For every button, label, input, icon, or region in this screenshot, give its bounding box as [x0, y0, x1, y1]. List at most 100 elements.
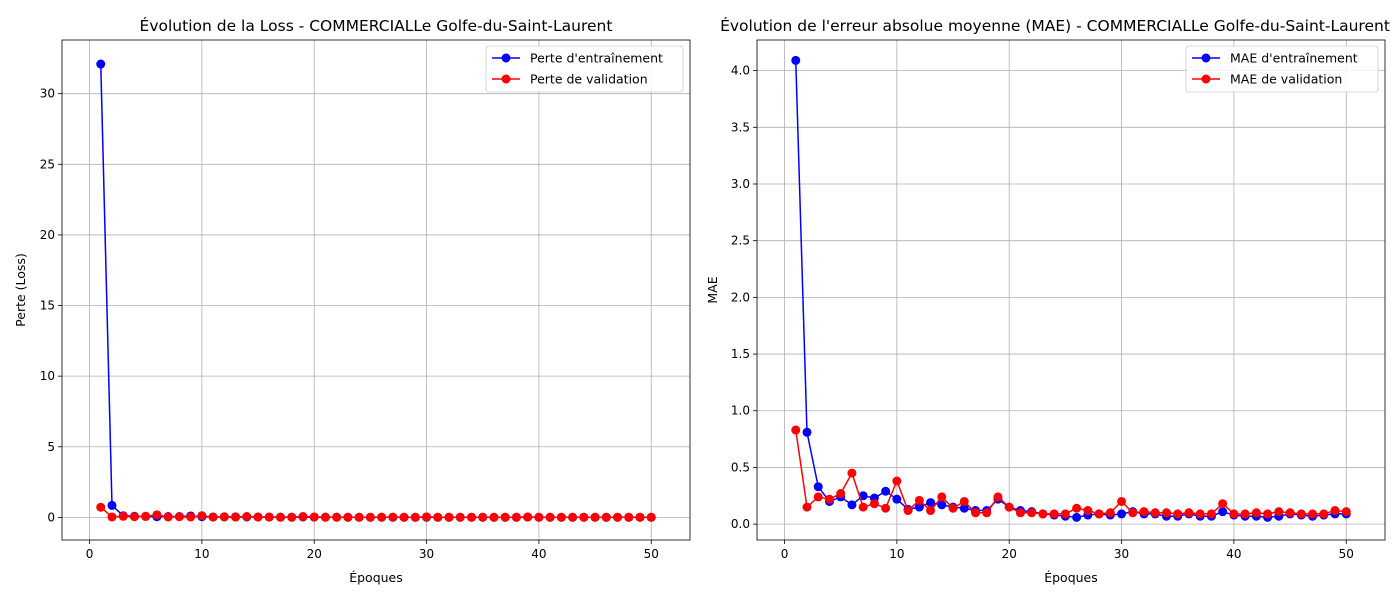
y-tick-label: 1.5: [731, 347, 750, 361]
val-data-point: [937, 492, 947, 502]
train-data-point: [914, 502, 924, 512]
val-data-point: [1229, 509, 1239, 519]
train-data-point: [881, 486, 891, 496]
val-data-point: [1072, 503, 1082, 513]
val-data-point: [1184, 508, 1194, 518]
val-data-point: [388, 512, 398, 522]
val-data-point: [197, 511, 207, 521]
mae-chart: Évolution de l'erreur absolue moyenne (M…: [705, 16, 1390, 585]
loss-chart-series: [96, 59, 656, 522]
val-data-point: [1308, 509, 1318, 519]
y-tick-label: 1.0: [731, 404, 750, 418]
val-data-point: [354, 512, 364, 522]
val-data-point: [1083, 506, 1093, 516]
train-data-point: [959, 503, 969, 513]
val-data-point: [926, 506, 936, 516]
train-data-point: [96, 59, 106, 69]
x-tick-label: 0: [86, 547, 94, 561]
val-data-point: [1060, 509, 1070, 519]
train-data-point: [107, 500, 117, 510]
train-data-point: [1117, 509, 1127, 519]
train-data-point: [937, 500, 947, 510]
val-data-point: [836, 489, 846, 499]
legend-marker-val: [1201, 74, 1211, 84]
val-data-point: [455, 512, 465, 522]
val-data-point: [219, 512, 229, 522]
val-data-point: [1117, 496, 1127, 506]
val-data-point: [163, 512, 173, 522]
y-tick-label: 0: [47, 510, 55, 524]
mae-chart-title: Évolution de l'erreur absolue moyenne (M…: [720, 16, 1390, 35]
train-data-point: [802, 427, 812, 437]
val-data-point: [489, 512, 499, 522]
val-data-point: [208, 512, 218, 522]
x-tick-label: 50: [644, 547, 659, 561]
val-data-point: [287, 512, 297, 522]
val-data-point: [96, 502, 106, 512]
val-data-point: [1173, 509, 1183, 519]
val-data-point: [410, 512, 420, 522]
legend-marker-train: [501, 53, 511, 63]
legend-label-val: MAE de validation: [1230, 72, 1342, 87]
val-data-point: [1004, 502, 1014, 512]
train-data-point: [892, 494, 902, 504]
val-data-point: [1094, 509, 1104, 519]
val-data-point: [1263, 509, 1273, 519]
val-data-point: [253, 512, 263, 522]
val-data-point: [869, 499, 879, 509]
val-data-point: [365, 512, 375, 522]
y-tick-label: 15: [40, 299, 55, 313]
val-data-point: [881, 503, 891, 513]
loss-chart-ylabel: Perte (Loss): [13, 253, 28, 327]
y-tick-label: 2.5: [731, 234, 750, 248]
val-data-point: [959, 496, 969, 506]
val-data-point: [791, 425, 801, 435]
val-data-point: [242, 512, 252, 522]
y-tick-label: 30: [40, 87, 55, 101]
val-data-point: [1296, 509, 1306, 519]
loss-chart-ticks: 0 10 20 30 40 50 0 5 10 15 20 25 30: [40, 87, 659, 561]
x-tick-label: 20: [1002, 547, 1017, 561]
val-data-point: [129, 512, 139, 522]
train-data-point: [926, 498, 936, 508]
val-data-point: [802, 502, 812, 512]
y-tick-label: 4.0: [731, 64, 750, 78]
val-data-point: [1341, 507, 1351, 517]
val-data-point: [343, 512, 353, 522]
mae-chart-xlabel: Époques: [1044, 570, 1098, 585]
x-tick-label: 40: [531, 547, 546, 561]
val-data-point: [556, 512, 566, 522]
val-data-point: [1240, 509, 1250, 519]
x-tick-label: 10: [194, 547, 209, 561]
val-data-point: [1139, 507, 1149, 517]
y-tick-label: 10: [40, 369, 55, 383]
x-tick-label: 10: [889, 547, 904, 561]
val-data-point: [579, 512, 589, 522]
mae-chart-frame: [756, 39, 1386, 541]
val-data-point: [1015, 508, 1025, 518]
x-tick-label: 30: [419, 547, 434, 561]
val-data-point: [141, 511, 151, 521]
y-tick-label: 3.0: [731, 177, 750, 191]
val-data-point: [601, 512, 611, 522]
val-data-point: [847, 468, 857, 478]
val-data-point: [377, 512, 387, 522]
val-data-point: [231, 512, 241, 522]
val-data-point: [635, 512, 645, 522]
val-data-point: [152, 510, 162, 520]
val-data-point: [914, 495, 924, 505]
val-data-point: [1251, 508, 1261, 518]
val-data-point: [276, 512, 286, 522]
x-tick-label: 30: [1114, 547, 1129, 561]
val-data-point: [1049, 509, 1059, 519]
val-data-point: [568, 512, 578, 522]
val-data-point: [433, 512, 443, 522]
train-data-point: [1072, 512, 1082, 522]
mae-chart-legend: MAE d'entraînement MAE de validation: [1185, 45, 1379, 93]
val-data-point: [613, 512, 623, 522]
edge-mask: [1398, 0, 1400, 600]
loss-chart-legend: Perte d'entraînement Perte de validation: [485, 45, 684, 93]
val-data-point: [186, 512, 196, 522]
